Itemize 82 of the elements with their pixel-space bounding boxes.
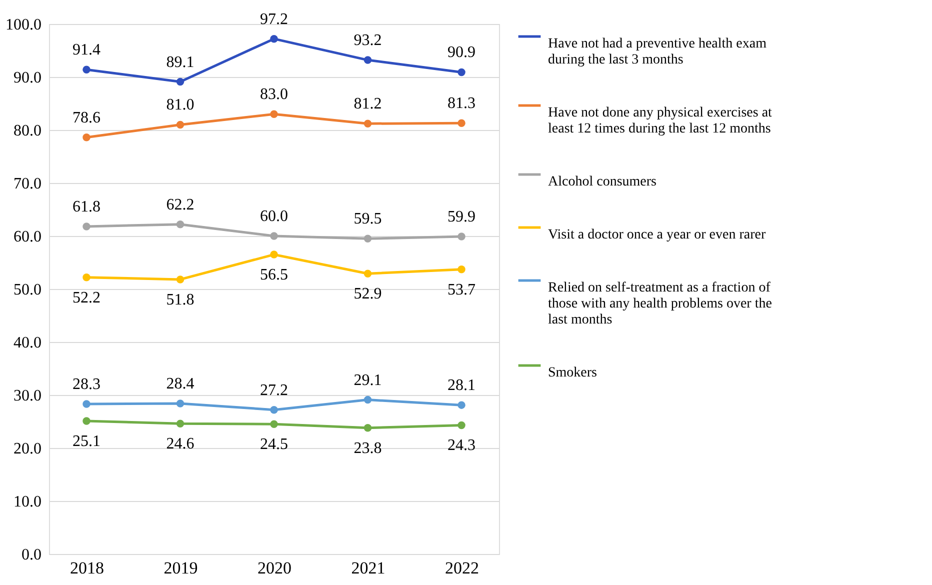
data-label: 93.2 — [354, 32, 382, 50]
point — [270, 420, 278, 428]
y-tick-label: 80.0 — [14, 122, 42, 140]
point — [270, 406, 278, 414]
data-label: 90.9 — [448, 44, 476, 62]
data-label: 28.3 — [72, 376, 100, 394]
data-label: 81.3 — [448, 95, 476, 112]
data-label: 53.7 — [448, 281, 476, 298]
data-label: 27.2 — [260, 382, 288, 399]
data-label: 24.5 — [260, 436, 288, 454]
y-tick-label: 30.0 — [14, 388, 42, 404]
point — [82, 273, 90, 282]
data-label: 28.4 — [166, 375, 194, 392]
data-label: 24.6 — [166, 436, 194, 453]
data-label: 24.3 — [448, 437, 476, 454]
point — [82, 134, 90, 142]
point — [270, 34, 278, 43]
data-label: 52.9 — [354, 286, 382, 303]
data-label: 62.2 — [166, 196, 194, 214]
point — [364, 56, 372, 64]
x-tick-label: 2020 — [258, 558, 292, 578]
data-label: 29.1 — [354, 372, 382, 389]
x-tick-label: 2021 — [351, 558, 386, 578]
data-label: 23.8 — [354, 440, 382, 457]
point — [364, 396, 372, 404]
point — [176, 220, 184, 228]
point — [458, 119, 466, 127]
point — [176, 400, 184, 408]
point — [458, 421, 466, 430]
point — [364, 234, 372, 243]
data-label: 56.5 — [260, 266, 288, 284]
data-label: 25.1 — [72, 432, 100, 450]
y-tick-label: 60.0 — [14, 228, 42, 246]
data-label: 81.2 — [354, 96, 382, 113]
data-label: 60.0 — [260, 208, 288, 225]
data-label: 81.0 — [166, 96, 194, 114]
x-tick-label: 2022 — [445, 558, 479, 578]
point — [458, 232, 466, 240]
point — [458, 68, 466, 76]
point — [82, 66, 90, 74]
point — [176, 420, 184, 428]
data-label: 28.1 — [448, 377, 476, 394]
data-label: 78.6 — [72, 109, 100, 126]
point — [176, 120, 184, 129]
data-label: 51.8 — [166, 291, 194, 308]
y-tick-label: 20.0 — [14, 440, 42, 458]
x-tick-label: 2018 — [70, 558, 104, 578]
y-tick-label: 50.0 — [14, 282, 42, 298]
data-label: 91.4 — [72, 42, 100, 59]
legend-label: Visit a doctor once a year or even rarer — [548, 228, 766, 242]
y-tick-label: 40.0 — [14, 334, 42, 352]
point — [176, 78, 184, 86]
y-tick-label: 10.0 — [14, 494, 42, 510]
point — [270, 232, 278, 240]
x-tick-label: 2019 — [164, 558, 198, 578]
legend-label: Alcohol consumers — [548, 174, 656, 190]
legend-label: Smokers — [548, 366, 597, 380]
point — [82, 222, 90, 230]
y-tick-label: 0.0 — [22, 546, 42, 564]
legend-label: Relied on self-treatment as a fraction of those with any health problems over the last months — [548, 280, 772, 328]
data-label: 59.5 — [354, 210, 382, 228]
point — [82, 417, 90, 425]
data-label: 97.2 — [260, 10, 288, 28]
point — [458, 266, 466, 274]
legend-label: Have not had a preventive health exam during the last 3 months — [548, 36, 767, 68]
data-label: 89.1 — [166, 54, 194, 71]
data-label: 83.0 — [260, 86, 288, 104]
data-label: 59.9 — [448, 208, 476, 226]
point — [364, 120, 372, 128]
point — [364, 424, 372, 432]
y-tick-label: 100.0 — [6, 16, 42, 34]
data-label: 52.2 — [72, 289, 100, 306]
point — [176, 276, 184, 284]
point — [270, 250, 278, 258]
data-label: 61.8 — [72, 198, 100, 216]
legend-label: Have not done any physical exercises at least 12 times during the last 12 months — [548, 106, 772, 136]
point — [82, 400, 90, 408]
point — [364, 270, 372, 278]
y-tick-label: 90.0 — [14, 70, 42, 86]
point — [270, 110, 278, 118]
y-tick-label: 70.0 — [14, 176, 42, 192]
point — [458, 401, 466, 409]
